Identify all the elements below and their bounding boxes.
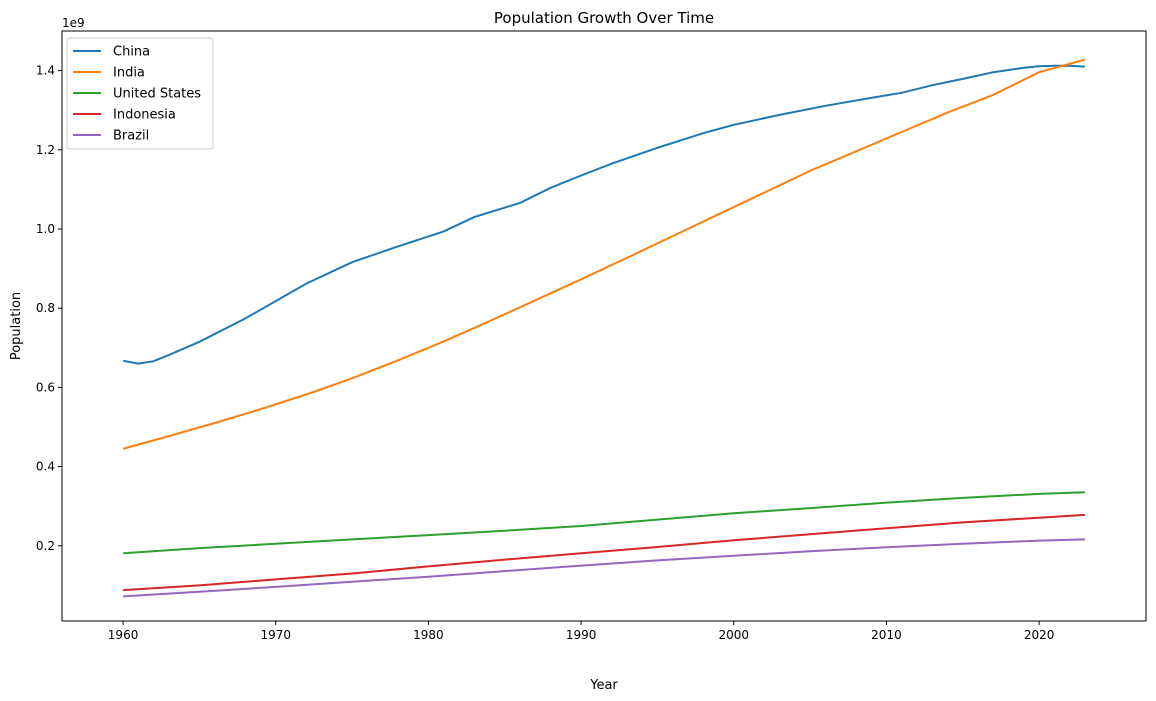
series-line-indonesia	[123, 513, 1085, 592]
y-axis-label: Population	[9, 292, 24, 360]
x-tick-label: 1970	[260, 628, 291, 642]
series-line-united-states	[123, 491, 1085, 555]
legend-label: India	[113, 66, 145, 81]
x-axis-label: Year	[589, 678, 618, 693]
x-axis: 1960 1970 1980 1990 2000 2010 2020	[108, 621, 1055, 642]
legend-label: Brazil	[113, 129, 149, 144]
plot-area	[122, 58, 1086, 598]
y-tick-label: 1.0	[36, 222, 55, 236]
x-tick-label: 1980	[413, 628, 444, 642]
legend-label: Indonesia	[113, 108, 176, 123]
y-tick-label: 0.6	[36, 380, 55, 394]
plot-frame	[61, 30, 1147, 622]
series-line-brazil	[123, 538, 1085, 598]
series-line-india	[122, 58, 1086, 450]
legend-box	[66, 37, 214, 150]
y-offset-label: 1e9	[62, 16, 85, 30]
legend-label: United States	[113, 87, 201, 102]
y-axis: 0.2 0.4 0.6 0.8 1.0 1.2 1.4	[36, 64, 62, 553]
y-tick-label: 0.8	[36, 301, 55, 315]
y-tick-label: 1.2	[36, 143, 55, 157]
y-tick-label: 0.2	[36, 539, 55, 553]
legend-label: China	[113, 45, 150, 60]
chart-title: Population Growth Over Time	[494, 9, 714, 27]
x-tick-label: 2020	[1024, 628, 1055, 642]
legend: China India United States Indonesia Brazil	[66, 37, 214, 150]
x-tick-label: 1990	[566, 628, 597, 642]
series-line-china	[122, 64, 1085, 365]
x-tick-label: 2000	[719, 628, 750, 642]
x-tick-label: 2010	[871, 628, 902, 642]
x-tick-label: 1960	[108, 628, 139, 642]
y-tick-label: 1.4	[36, 64, 55, 78]
y-tick-label: 0.4	[36, 460, 55, 474]
